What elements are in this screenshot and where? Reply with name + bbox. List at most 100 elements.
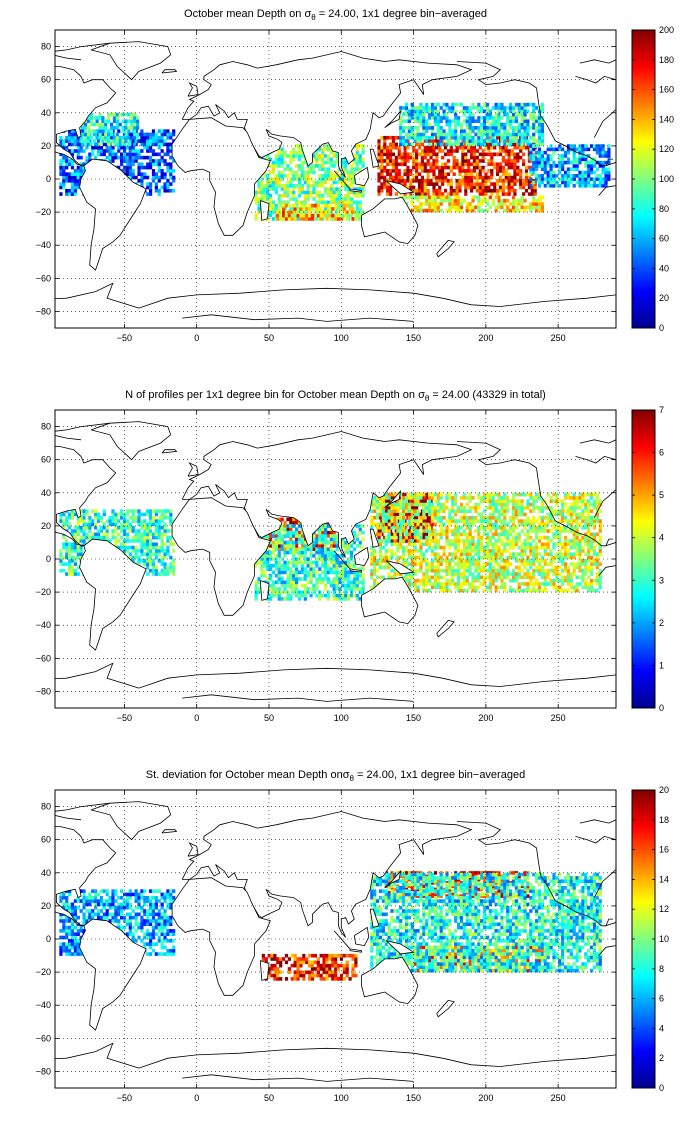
y-tick-label: 80 xyxy=(41,802,51,812)
chart-title: St. deviation for October mean Depth onσ… xyxy=(146,769,525,783)
x-tick-label: 250 xyxy=(551,713,566,723)
x-tick-label: 250 xyxy=(551,333,566,343)
colorbar-tick-label: 100 xyxy=(659,174,674,184)
x-tick-label: 0 xyxy=(194,1093,199,1103)
y-tick-label: −20 xyxy=(36,207,51,217)
x-tick-label: 150 xyxy=(406,713,421,723)
colorbar-tick-label: 10 xyxy=(659,934,669,944)
y-tick-label: 20 xyxy=(41,521,51,531)
coastlines xyxy=(55,41,616,322)
colorbar-tick-label: 6 xyxy=(659,448,664,458)
chart-title-rest: = 24.00 (43329 in total) xyxy=(429,389,546,401)
colorbar-tick-label: 8 xyxy=(659,964,664,974)
colorbar: 0 1 2 3 4 5 6 7 xyxy=(631,405,664,713)
y-tick-label: −60 xyxy=(36,653,51,663)
chart-title-text: St. deviation for October mean Depth on xyxy=(146,769,343,781)
colorbar-tick-label: 4 xyxy=(659,533,664,543)
colorbar: 0 2 4 6 8 10 12 14 16 18 20 xyxy=(631,785,669,1093)
x-tick-label: 200 xyxy=(478,1093,493,1103)
colorbar-tick-label: 0 xyxy=(659,323,664,333)
colorbar-tick-label: 14 xyxy=(659,874,669,884)
region-3 xyxy=(370,492,602,593)
heatmap-cells xyxy=(59,102,611,221)
y-tick-label: 40 xyxy=(41,488,51,498)
colorbar-gradient xyxy=(631,29,656,329)
colorbar-tick-label: 3 xyxy=(659,575,664,585)
x-tick-label: −50 xyxy=(117,1093,132,1103)
region-3 xyxy=(261,953,358,981)
y-tick-label: 0 xyxy=(46,934,51,944)
x-tick-label: 100 xyxy=(334,333,349,343)
colorbar-tick-label: 7 xyxy=(659,405,664,415)
colorbar-tick-label: 2 xyxy=(659,618,664,628)
y-tick-label: 0 xyxy=(46,554,51,564)
y-tick-label: −40 xyxy=(36,240,51,250)
colorbar-tick-label: 20 xyxy=(659,785,669,795)
colorbar-tick-label: 160 xyxy=(659,85,674,95)
chart-title-sigma: σ xyxy=(343,769,350,781)
x-tick-label: −50 xyxy=(117,333,132,343)
coastlines xyxy=(55,801,616,1082)
x-tick-label: 100 xyxy=(334,713,349,723)
colorbar-tick-label: 120 xyxy=(659,144,674,154)
colorbar-tick-label: 6 xyxy=(659,994,664,1004)
colorbar-tick-label: 1 xyxy=(659,660,664,670)
grid xyxy=(55,30,616,328)
region-2 xyxy=(399,102,545,147)
x-tick-label: −50 xyxy=(117,713,132,723)
colorbar-gradient xyxy=(631,789,656,1089)
colorbar-tick-label: 180 xyxy=(659,55,674,65)
y-tick-label: 60 xyxy=(41,75,51,85)
chart-title-subscript: θ xyxy=(425,394,430,403)
colorbar-tick-label: 0 xyxy=(659,1083,664,1093)
colorbar-gradient xyxy=(631,409,656,709)
colorbar-tick-label: 140 xyxy=(659,114,674,124)
x-tick-label: 0 xyxy=(194,333,199,343)
chart-panel-3: St. deviation for October mean Depth onσ… xyxy=(36,769,669,1103)
colorbar-tick-label: 16 xyxy=(659,845,669,855)
x-tick-label: 150 xyxy=(406,333,421,343)
grid xyxy=(55,410,616,708)
x-tick-label: 50 xyxy=(264,1093,274,1103)
colorbar-tick-label: 40 xyxy=(659,263,669,273)
region-8 xyxy=(81,112,140,147)
region-4 xyxy=(254,524,365,601)
y-tick-label: 80 xyxy=(41,422,51,432)
y-tick-label: 60 xyxy=(41,835,51,845)
chart-title-text: N of profiles per 1x1 degree bin for Oct… xyxy=(125,389,418,401)
x-tick-label: 150 xyxy=(406,1093,421,1103)
colorbar-tick-label: 20 xyxy=(659,293,669,303)
colorbar: 0 20 40 60 80 100 120 140 160 180 200 xyxy=(631,25,674,333)
chart-title-subscript: θ xyxy=(349,774,354,783)
region-4 xyxy=(370,872,602,973)
chart-title-text: October mean Depth on xyxy=(184,8,304,20)
colorbar-tick-label: 200 xyxy=(659,25,674,35)
chart-title: N of profiles per 1x1 degree bin for Oct… xyxy=(125,389,546,403)
colorbar-tick-label: 12 xyxy=(659,904,669,914)
x-tick-label: 200 xyxy=(478,333,493,343)
chart-title: October mean Depth on σθ = 24.00, 1x1 de… xyxy=(184,8,487,22)
x-tick-label: 50 xyxy=(264,333,274,343)
coastlines xyxy=(55,421,616,702)
colorbar-tick-label: 0 xyxy=(659,703,664,713)
chart-title-subscript: θ xyxy=(311,13,316,22)
chart-title-rest: = 24.00, 1x1 degree bin−averaged xyxy=(354,769,525,781)
y-tick-label: −40 xyxy=(36,1000,51,1010)
colorbar-tick-label: 80 xyxy=(659,204,669,214)
colorbar-tick-label: 5 xyxy=(659,490,664,500)
x-tick-label: 250 xyxy=(551,1093,566,1103)
y-tick-label: −60 xyxy=(36,273,51,283)
heatmap-cells xyxy=(59,871,602,981)
y-tick-label: −60 xyxy=(36,1033,51,1043)
y-tick-label: −40 xyxy=(36,620,51,630)
colorbar-tick-label: 18 xyxy=(659,815,669,825)
y-tick-label: −20 xyxy=(36,587,51,597)
colorbar-tick-label: 4 xyxy=(659,1023,664,1033)
y-tick-label: 20 xyxy=(41,901,51,911)
y-tick-label: 80 xyxy=(41,42,51,52)
colorbar-tick-label: 60 xyxy=(659,234,669,244)
y-tick-label: 60 xyxy=(41,455,51,465)
x-tick-label: 0 xyxy=(194,713,199,723)
grid xyxy=(55,790,616,1088)
